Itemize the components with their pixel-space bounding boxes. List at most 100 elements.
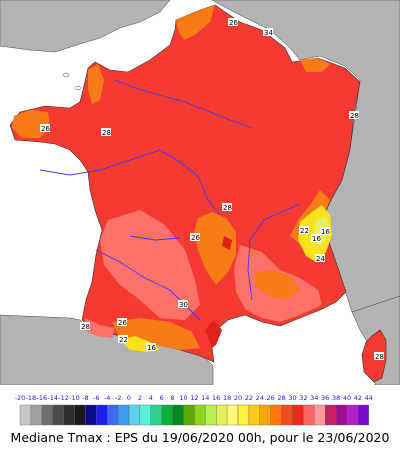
legend-swatch (281, 404, 293, 426)
legend-tick-label: 30 (288, 394, 296, 402)
legend-tick-label: -10 (69, 394, 80, 402)
legend-tick-label: -6 (93, 394, 99, 402)
legend-swatch (19, 404, 32, 426)
legend-swatch (325, 404, 337, 426)
legend-swatch (52, 404, 64, 426)
legend-tick-label: 34 (310, 394, 318, 402)
legend-tick-label: 36 (321, 394, 329, 402)
svg-text:22: 22 (119, 336, 128, 344)
legend-swatches (19, 404, 369, 426)
legend-tick-labels: -20 -18 -16 -14 -12 -10 -8 -6 -4 -2 0 2 4 6 8 10 12 14 16 1… (15, 394, 373, 402)
contour-label-28-centre: 28 (222, 203, 232, 212)
legend-swatch (139, 404, 151, 426)
svg-text:28: 28 (223, 204, 232, 212)
river-rhone (247, 203, 301, 301)
svg-text:28: 28 (375, 353, 384, 361)
legend-tick-label: -20 (15, 394, 26, 402)
temperature-zones-30-32 (205, 236, 232, 348)
legend-tick-label: 44 (365, 394, 373, 402)
legend-tick-label: -8 (82, 394, 88, 402)
svg-text:26: 26 (118, 319, 127, 327)
legend-tick-label: -2 (115, 394, 121, 402)
contour-label-16-pyrenees: 16 (146, 343, 156, 352)
legend-tick-label: 0 (127, 394, 131, 402)
legend-tick-label: 12 (190, 394, 198, 402)
svg-text:16: 16 (321, 228, 330, 236)
temperature-legend: -20 -18 -16 -14 -12 -10 -8 -6 -4 -2 0 2 4 6 8 10 12 14 16 1… (15, 394, 373, 426)
legend-tick-label: 28 (277, 394, 285, 402)
legend-swatch (96, 404, 108, 426)
legend-tick-label: 40 (343, 394, 351, 402)
contour-label-16-alps-b: 16 (320, 227, 330, 236)
svg-text:26: 26 (41, 125, 50, 133)
svg-text:34: 34 (264, 29, 273, 37)
contour-label-28-corsica: 28 (374, 352, 384, 361)
legend-tick-label: 32 (299, 394, 307, 402)
svg-text:28: 28 (102, 129, 111, 137)
legend-tick-label: 8 (171, 394, 175, 402)
svg-text:22: 22 (300, 227, 309, 235)
legend-swatch (41, 404, 53, 426)
map-caption: Mediane Tmax : EPS du 19/06/2020 00h, po… (10, 430, 390, 445)
legend-swatch (30, 404, 42, 426)
legend-tick-label: 20 (234, 394, 242, 402)
legend-tick-label: -14 (47, 394, 58, 402)
legend-tick-label: -12 (58, 394, 69, 402)
legend-swatch (237, 404, 250, 426)
legend-tick-label: 10 (179, 394, 187, 402)
river-loire (39, 149, 221, 216)
contour-label-26-pyrenees: 26 (117, 318, 127, 327)
legend-tick-label: -4 (104, 394, 110, 402)
temperature-zones-24-26 (12, 5, 330, 350)
legend-tick-label: 14 (201, 394, 209, 402)
svg-text:26: 26 (229, 19, 238, 27)
legend-swatch (117, 404, 130, 426)
legend-tick-label: 42 (354, 394, 362, 402)
legend-tick-label: 2 (138, 394, 142, 402)
legend-swatch (85, 404, 97, 426)
legend-tick-label: 26 (267, 394, 275, 402)
legend-swatch (205, 404, 217, 426)
svg-text:30: 30 (179, 301, 188, 309)
legend-tick-label: 24 (256, 394, 264, 402)
contour-label-34-north: 34 (263, 28, 273, 37)
svg-text:26: 26 (191, 234, 200, 242)
temperature-map: 26 34 26 28 28 28 26 30 28 26 22 16 22 1… (0, 0, 400, 385)
svg-text:16: 16 (312, 235, 321, 243)
neighbouring-countries (0, 0, 400, 385)
contour-label-30-south: 30 (178, 300, 188, 309)
contour-labels: 26 34 26 28 28 28 26 30 28 26 22 16 22 1… (40, 18, 384, 361)
contour-label-26-north: 26 (228, 18, 238, 27)
legend-tick-label: 38 (332, 394, 340, 402)
svg-text:24: 24 (316, 255, 325, 263)
legend-tick-label: 6 (160, 394, 164, 402)
legend-swatch (259, 404, 271, 426)
legend-swatch (292, 404, 304, 426)
svg-text:28: 28 (81, 323, 90, 331)
contour-label-24-alps: 24 (315, 254, 325, 263)
legend-swatch (106, 404, 119, 426)
legend-tick-label: 18 (223, 394, 231, 402)
contour-label-22-pyrenees: 22 (118, 335, 128, 344)
svg-text:28: 28 (350, 112, 359, 120)
contour-label-26-massif: 26 (190, 233, 200, 242)
legend-swatch (335, 404, 348, 426)
contour-label-28-west: 28 (101, 128, 111, 137)
legend-tick-label: -16 (36, 394, 47, 402)
contour-label-28-pyrenees: 28 (80, 322, 90, 331)
legend-swatch (150, 404, 162, 426)
legend-swatch (74, 404, 86, 426)
river-seine (114, 79, 253, 129)
legend-swatch (128, 404, 141, 426)
legend-swatch (303, 404, 315, 426)
legend-swatch (63, 404, 75, 426)
legend-tick-label: 22 (245, 394, 253, 402)
svg-text:16: 16 (147, 344, 156, 352)
legend-swatch (215, 404, 228, 426)
legend-swatch (248, 404, 260, 426)
islands (62, 72, 81, 90)
legend-swatch (194, 404, 206, 426)
legend-swatch (357, 404, 369, 426)
legend-tick-label: -18 (26, 394, 37, 402)
legend-swatch (183, 404, 195, 426)
